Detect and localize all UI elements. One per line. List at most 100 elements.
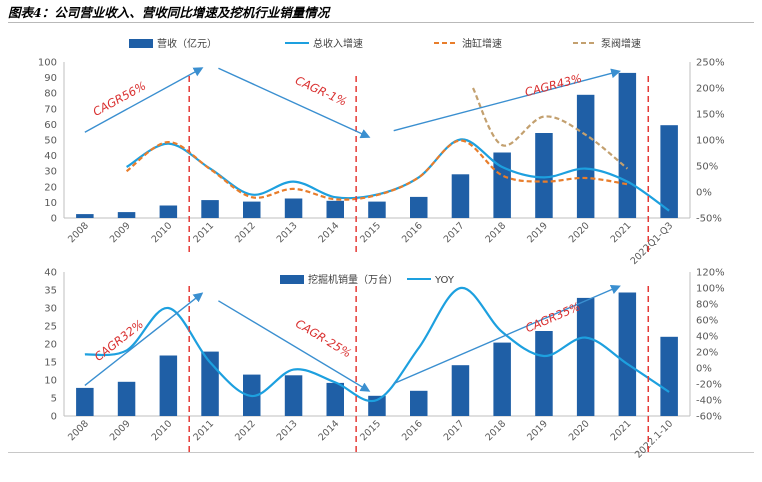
legend-label: 挖掘机销量（万台） (308, 273, 398, 286)
x-tick-label: 2018 (483, 418, 508, 443)
bottom-rule (8, 452, 754, 453)
bar (535, 133, 553, 218)
y-left-tick-label: 15 (44, 358, 57, 369)
y-left-tick-label: 50 (44, 136, 57, 147)
legend-label: 泵阀增速 (601, 37, 641, 50)
y-right-tick-label: 20% (696, 348, 718, 359)
y-right-tick-label: 150% (696, 110, 725, 121)
bar (660, 336, 678, 416)
y-left-tick-label: 10 (44, 376, 57, 387)
x-tick-label: 2008 (66, 418, 91, 443)
y-right-tick-label: 80% (696, 300, 718, 311)
y-right-tick-label: 100% (696, 136, 725, 147)
series-line-2 (125, 139, 628, 201)
x-tick-label: 2014 (317, 418, 342, 443)
bar (117, 381, 136, 416)
y-left-tick-label: 70 (44, 104, 57, 115)
bar (76, 387, 94, 416)
cagr-arrow (84, 67, 204, 133)
x-tick-label: 2022.1-10 (633, 418, 675, 460)
cagr-label: CAGR35% (523, 299, 582, 335)
bar (451, 365, 470, 416)
x-tick-label: 2012 (233, 220, 258, 245)
legend-label: 油缸增速 (462, 37, 502, 50)
y-left-tick-label: 10 (44, 198, 57, 209)
x-tick-label: 2022Q1-Q3 (629, 220, 676, 267)
figure-title: 图表4：公司营业收入、营收同比增速及挖机行业销量情况 (8, 5, 330, 20)
cagr-label: CAGR43% (523, 71, 583, 99)
cagr-label: CAGR-1% (293, 73, 349, 109)
bar (326, 382, 344, 416)
legend-swatch-bar (280, 275, 304, 284)
bar (159, 205, 178, 218)
x-tick-label: 2020 (567, 418, 592, 443)
y-right-tick-label: 40% (696, 332, 718, 343)
y-right-tick-label: -60% (696, 412, 722, 423)
x-tick-label: 2019 (525, 418, 550, 443)
legend-label: YOY (434, 275, 455, 286)
cagr-arrow (393, 68, 621, 132)
x-tick-label: 2020 (567, 220, 592, 245)
y-right-tick-label: 100% (696, 284, 725, 295)
cagr-arrow (393, 285, 621, 385)
x-tick-label: 2013 (275, 220, 300, 245)
x-tick-label: 2011 (191, 220, 216, 245)
bar (284, 375, 303, 416)
x-tick-label: 2016 (400, 418, 425, 443)
chart-panel-1: 0 10 20 30 40 50 60 70 80 90 100 -50% 0% 50% 100% 150% 2… (38, 37, 725, 267)
y-right-tick-label: 200% (696, 84, 725, 95)
y-left-tick-label: 40 (44, 268, 57, 279)
x-tick-label: 2018 (483, 220, 508, 245)
bar (326, 200, 344, 218)
series-line-3 (472, 87, 629, 170)
y-right-tick-label: 0% (696, 364, 712, 375)
y-left-tick-label: 20 (44, 340, 57, 351)
x-tick-label: 2010 (150, 418, 175, 443)
bar (451, 174, 470, 218)
x-tick-label: 2017 (442, 220, 467, 245)
y-left-tick-label: 20 (44, 182, 57, 193)
bar (493, 342, 511, 416)
bar (576, 94, 595, 218)
legend-label: 总收入增速 (313, 37, 363, 50)
bar (243, 201, 261, 218)
y-left-tick-label: 35 (44, 286, 57, 297)
bar (660, 125, 678, 218)
x-tick-label: 2009 (108, 220, 133, 245)
bar (284, 198, 303, 218)
bar (76, 214, 94, 218)
x-tick-label: 2012 (233, 418, 258, 443)
bar (159, 355, 178, 416)
legend-swatch-bar (129, 39, 153, 48)
x-tick-label: 2010 (150, 220, 175, 245)
y-left-tick-label: 80 (44, 89, 57, 100)
bar (201, 200, 219, 218)
bar (410, 390, 428, 416)
series-line-1 (84, 286, 670, 403)
bar (117, 212, 136, 218)
title-rule (8, 22, 754, 23)
x-tick-label: 2015 (358, 418, 383, 443)
x-tick-label: 2011 (191, 418, 216, 443)
x-tick-label: 2021 (609, 418, 634, 443)
y-right-tick-label: 0% (696, 188, 712, 199)
x-tick-label: 2021 (609, 220, 634, 245)
x-tick-label: 2015 (358, 220, 383, 245)
x-tick-label: 2017 (442, 418, 467, 443)
legend: 营收（亿元） 总收入增速 油缸增速 泵阀增速 (129, 37, 641, 50)
cagr-label: CAGR-25% (293, 316, 354, 360)
y-left-tick-label: 40 (44, 151, 57, 162)
y-left-tick-label: 0 (51, 214, 57, 225)
bar (618, 72, 637, 219)
cagr-arrow (84, 292, 204, 386)
y-left-tick-label: 0 (51, 412, 57, 423)
chart-panel-2: 0 5 10 15 20 25 30 35 40 -60% -40% -20% 0% 20% 40% 60% 8… (44, 268, 724, 461)
x-tick-label: 2019 (525, 220, 550, 245)
legend: 挖掘机销量（万台） YOY (280, 273, 455, 286)
cagr-arrow (218, 300, 371, 392)
cagr-arrow (218, 67, 371, 139)
bar (535, 331, 553, 416)
x-tick-label: 2014 (317, 220, 342, 245)
x-tick-label: 2016 (400, 220, 425, 245)
